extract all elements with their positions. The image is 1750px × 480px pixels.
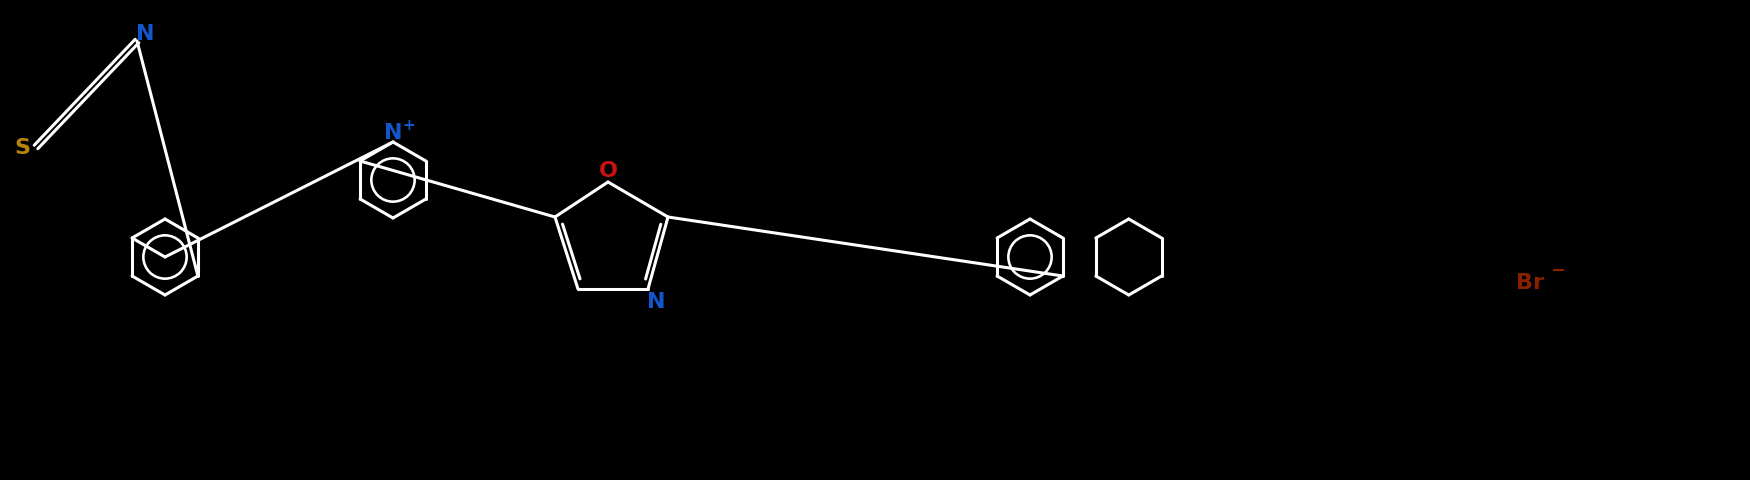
Text: S: S — [14, 138, 30, 157]
Text: Br: Br — [1516, 273, 1544, 292]
Text: O: O — [598, 161, 618, 180]
Text: N: N — [648, 291, 665, 312]
Text: +: + — [402, 117, 415, 132]
Text: N: N — [383, 123, 402, 143]
Text: −: − — [1550, 262, 1566, 279]
Text: N: N — [136, 24, 154, 44]
